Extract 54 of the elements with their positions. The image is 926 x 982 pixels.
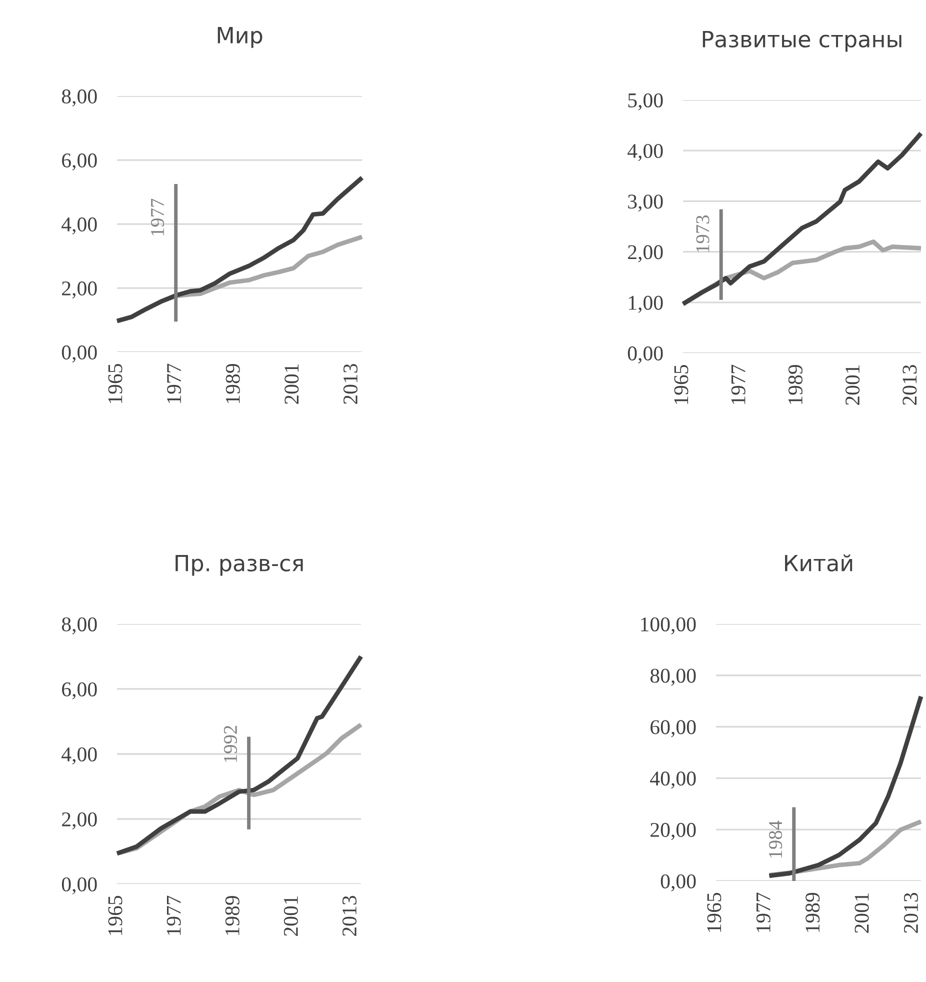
y-tick-label: 3,00 [628, 194, 663, 212]
y-tick-label: 2,00 [62, 812, 97, 830]
chart-title: Развитые страны [702, 30, 902, 52]
x-tick-label: 2001 [284, 364, 299, 404]
line-series [680, 131, 924, 306]
annotation: 1992 [224, 726, 238, 762]
line-series [114, 654, 364, 856]
y-tick-label: 8,00 [62, 617, 97, 634]
chart-title: Китай [785, 554, 852, 572]
y-tick-label: 60,00 [650, 720, 696, 738]
x-tick-label: 1965 [108, 896, 122, 935]
x-tick-label: 1965 [707, 892, 722, 932]
y-tick-label: 2,00 [62, 281, 97, 298]
y-tick-label: 6,00 [62, 153, 97, 170]
x-tick-label: 2013 [902, 364, 917, 405]
y-tick-label: 4,00 [62, 747, 97, 764]
x-tick-label: 1965 [674, 364, 688, 404]
annotation: 1984 [768, 820, 782, 858]
y-tick-label: 0,00 [62, 345, 97, 362]
x-tick-label: 1989 [806, 892, 820, 932]
y-tick-label: 4,00 [628, 144, 663, 162]
x-tick-label: 2001 [846, 365, 860, 405]
chart-title: Пр. разв-ся [176, 554, 303, 576]
y-tick-label: 20,00 [650, 822, 696, 840]
x-tick-label: 1977 [167, 364, 182, 403]
y-tick-label: 1,00 [628, 296, 663, 313]
y-tick-label: 2,00 [628, 245, 663, 262]
annotation: 1977 [150, 198, 164, 236]
y-tick-label: 80,00 [650, 668, 696, 686]
y-tick-label: 4,00 [62, 217, 97, 234]
x-tick-label: 2013 [342, 896, 356, 936]
x-tick-label: 2013 [904, 892, 918, 933]
y-tick-label: 40,00 [650, 772, 696, 789]
x-tick-label: 2001 [854, 893, 869, 933]
x-tick-label: 1989 [788, 364, 802, 404]
y-tick-label: 0,00 [660, 874, 696, 892]
y-tick-label: 100,00 [641, 617, 696, 634]
chart-title: Мир [218, 27, 262, 48]
x-tick-label: 1989 [225, 896, 240, 935]
y-tick-label: 6,00 [62, 682, 97, 700]
x-tick-label: 1977 [731, 364, 746, 404]
line-series [114, 175, 364, 324]
x-tick-label: 1965 [108, 364, 122, 403]
y-tick-label: 0,00 [62, 877, 97, 894]
y-tick-label: 5,00 [628, 93, 663, 110]
y-tick-label: 0,00 [628, 346, 663, 364]
x-tick-label: 2001 [284, 896, 298, 936]
x-tick-label: 1989 [226, 364, 240, 403]
x-tick-label: 1977 [166, 896, 181, 935]
x-tick-label: 2013 [343, 364, 358, 404]
x-tick-label: 1977 [756, 892, 770, 932]
annotation: 1973 [696, 215, 710, 252]
line-series [767, 694, 924, 878]
y-tick-label: 8,00 [62, 89, 97, 106]
